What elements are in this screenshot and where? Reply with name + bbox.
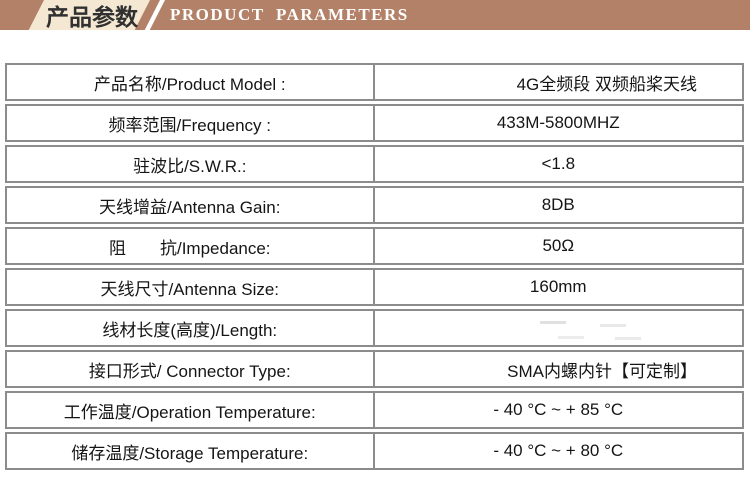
param-label: 工作温度/Operation Temperature: — [7, 393, 375, 427]
param-label: 驻波比/S.W.R.: — [7, 147, 375, 181]
param-value: <1.8 — [541, 154, 576, 173]
table-row-length: 线材长度(高度)/Length: — [5, 309, 744, 347]
section-title-en: PRODUCT PARAMETERS — [170, 5, 409, 24]
section-title-cn: 产品参数 — [46, 4, 138, 30]
param-label: 天线增益/Antenna Gain: — [7, 188, 375, 222]
param-value: - 40 °C ~ + 80 °C — [493, 441, 624, 460]
table-row-impedance: 阻 抗/Impedance: 50Ω — [5, 227, 744, 265]
param-label: 频率范围/Frequency : — [7, 106, 375, 140]
param-value: 4G全频段 双频船桨天线 — [516, 74, 697, 94]
param-label: 阻 抗/Impedance: — [7, 229, 375, 263]
param-label: 线材长度(高度)/Length: — [7, 311, 375, 345]
product-parameters-table: 产品名称/Product Model : 4G全频段 双频船桨天线 频率范围/F… — [5, 63, 744, 473]
param-value: 8DB — [541, 195, 575, 214]
param-value: 50Ω — [542, 236, 575, 255]
table-row-antenna-size: 天线尺寸/Antenna Size: 160mm — [5, 268, 744, 306]
param-label: 天线尺寸/Antenna Size: — [7, 270, 375, 304]
table-row-storage-temperature: 储存温度/Storage Temperature: - 40 °C ~ + 80… — [5, 432, 744, 470]
param-label: 储存温度/Storage Temperature: — [7, 434, 375, 468]
table-row-operation-temperature: 工作温度/Operation Temperature: - 40 °C ~ + … — [5, 391, 744, 429]
table-row-product-model: 产品名称/Product Model : 4G全频段 双频船桨天线 — [5, 63, 744, 101]
table-row-frequency: 频率范围/Frequency : 433M-5800MHZ — [5, 104, 744, 142]
watermark-smudge — [539, 321, 566, 324]
param-value: 160mm — [529, 277, 587, 296]
badge-slash-divider — [144, 0, 165, 30]
param-value: SMA内螺内针【可定制】 — [507, 361, 697, 381]
table-row-antenna-gain: 天线增益/Antenna Gain: 8DB — [5, 186, 744, 224]
param-value — [375, 311, 743, 345]
section-banner: 产品参数 PRODUCT PARAMETERS — [0, 0, 750, 30]
param-value: - 40 °C ~ + 85 °C — [493, 400, 624, 419]
table-row-swr: 驻波比/S.W.R.: <1.8 — [5, 145, 744, 183]
param-value: 433M-5800MHZ — [496, 113, 620, 132]
param-label: 接口形式/ Connector Type: — [7, 352, 375, 386]
table-row-connector-type: 接口形式/ Connector Type: SMA内螺内针【可定制】 — [5, 350, 744, 388]
param-label: 产品名称/Product Model : — [7, 65, 375, 99]
